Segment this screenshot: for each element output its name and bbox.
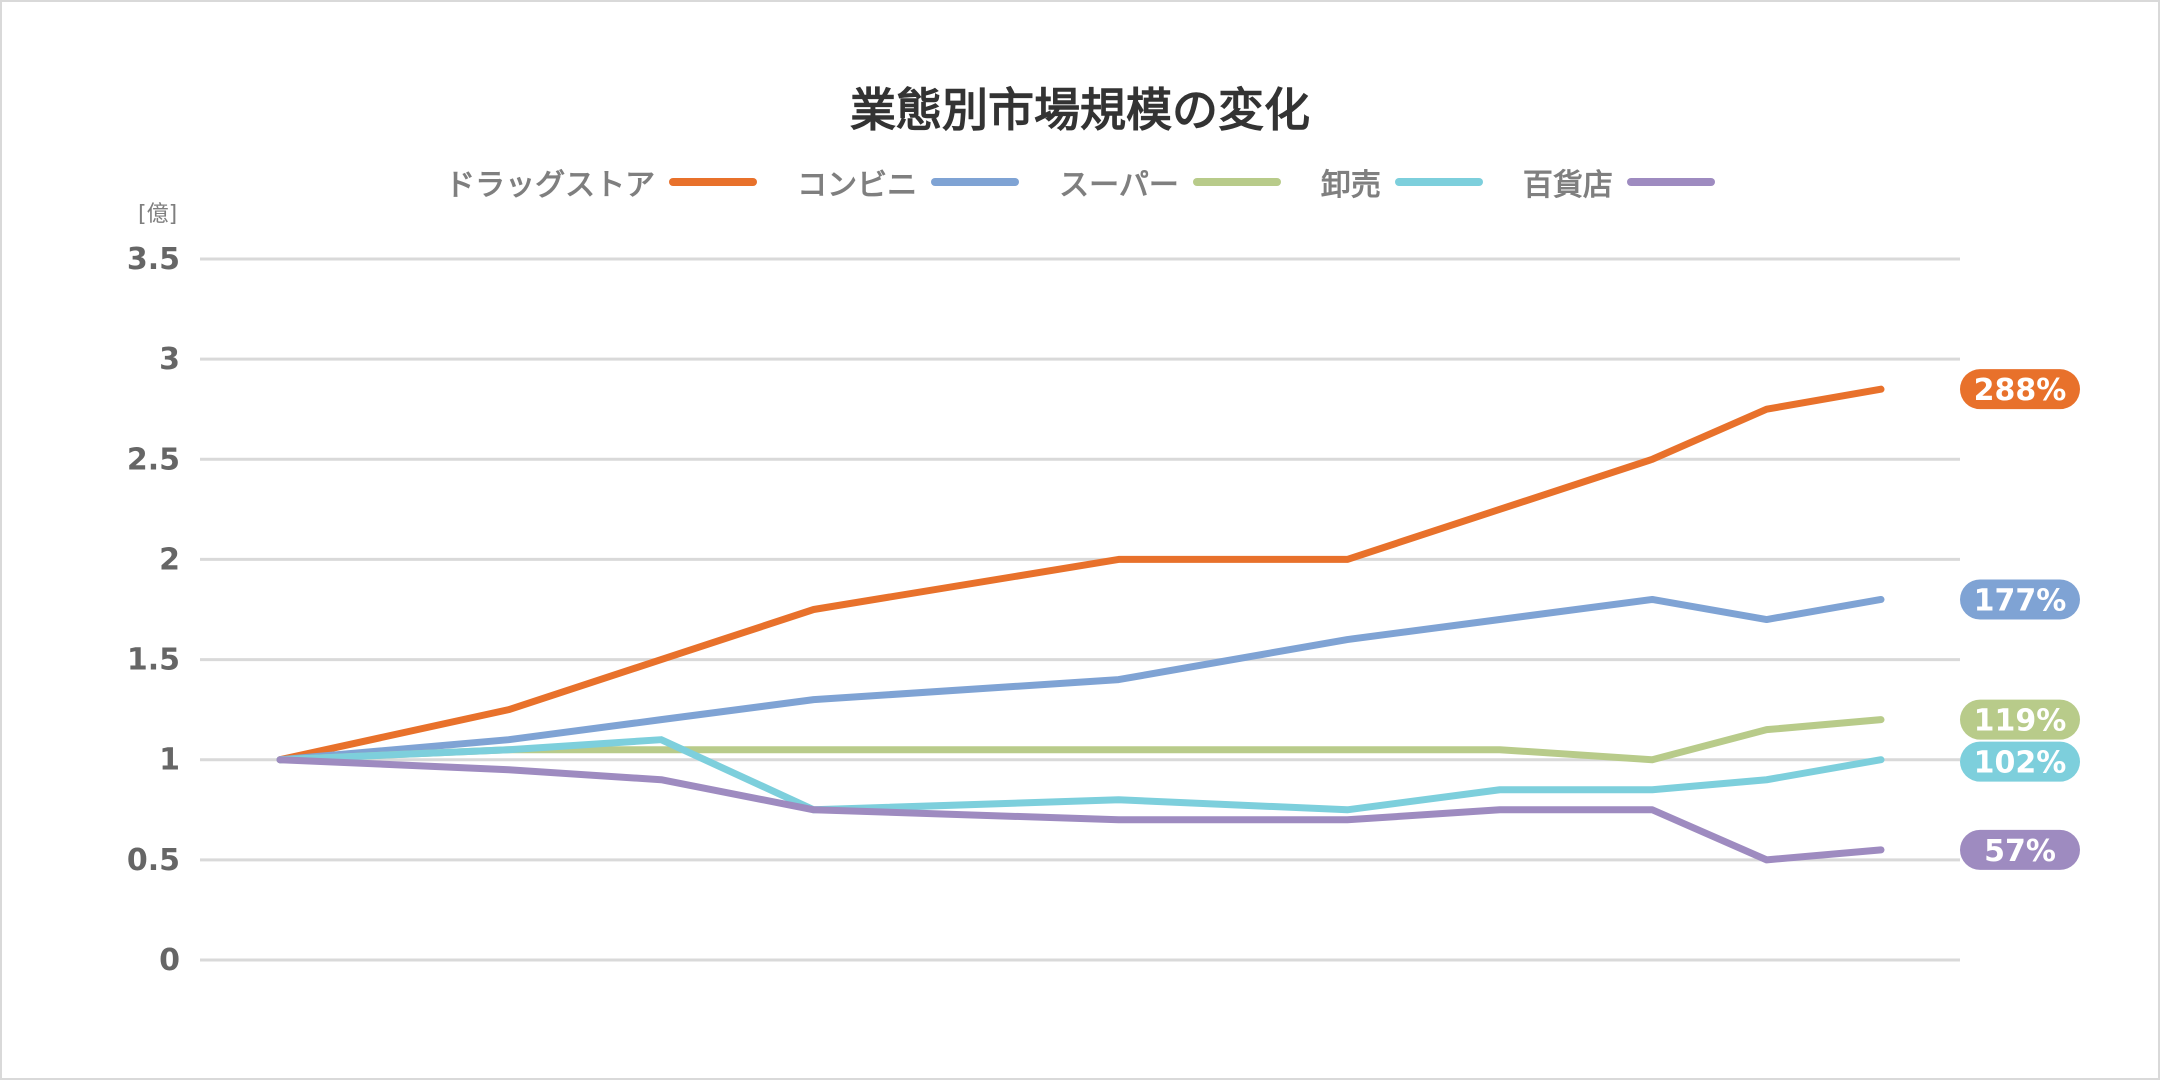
y-tick-label: 1 <box>159 743 180 778</box>
y-tick-label: 1.5 <box>127 643 180 678</box>
y-tick-label: 2 <box>159 542 180 577</box>
end-label-text: 288% <box>1974 373 2067 408</box>
series-line <box>276 736 1885 814</box>
end-label: 288% <box>1960 369 2080 410</box>
legend-label: 卸売 <box>1320 168 1381 203</box>
legend-swatch <box>931 178 1020 186</box>
legend-label: コンビニ <box>797 168 918 203</box>
end-label-text: 102% <box>1974 746 2067 781</box>
end-label: 102% <box>1960 741 2080 782</box>
y-axis-unit-label: [億] <box>138 202 177 227</box>
legend-item-department-store: 百貨店 <box>1523 160 1715 204</box>
end-label-pill <box>1960 579 2080 620</box>
end-label-text: 119% <box>1974 704 2067 739</box>
series-line <box>276 595 1885 764</box>
legend-label: スーパー <box>1059 168 1179 203</box>
end-label-pill <box>1960 741 2080 782</box>
end-label-text: 57% <box>1984 834 2056 869</box>
end-label: 177% <box>1960 579 2080 620</box>
legend-swatch <box>1626 178 1715 186</box>
legend-item-supermarket: スーパー <box>1059 160 1281 204</box>
y-tick-label: 3 <box>159 342 180 377</box>
legend-swatch <box>1192 178 1281 186</box>
end-label-pill <box>1960 829 2080 870</box>
series-line <box>276 385 1885 764</box>
legend-item-drugstore: ドラッグストア <box>445 160 758 204</box>
end-label: 57% <box>1960 829 2080 870</box>
legend-label: 百貨店 <box>1522 168 1613 203</box>
end-label-pill <box>1960 369 2080 410</box>
series-line <box>276 716 1885 764</box>
legend-swatch <box>1394 178 1483 186</box>
legend-item-convenience: コンビニ <box>797 160 1020 204</box>
y-tick-label: 3.5 <box>127 242 180 277</box>
y-tick-label: 0.5 <box>127 843 180 878</box>
end-label-pill <box>1960 699 2080 740</box>
y-tick-label: 2.5 <box>127 442 180 477</box>
legend-swatch <box>669 178 758 186</box>
legend-label: ドラッグストア <box>445 168 656 203</box>
legend-item-wholesale: 卸売 <box>1321 160 1483 204</box>
end-label: 119% <box>1960 699 2080 740</box>
series-line <box>276 756 1885 864</box>
legend: ドラッグストア コンビニ スーパー 卸売 百貨店 <box>0 160 2160 204</box>
y-tick-label: 0 <box>159 943 180 978</box>
chart-title: 業態別市場規模の変化 <box>850 83 1310 137</box>
end-label-text: 177% <box>1974 583 2067 618</box>
